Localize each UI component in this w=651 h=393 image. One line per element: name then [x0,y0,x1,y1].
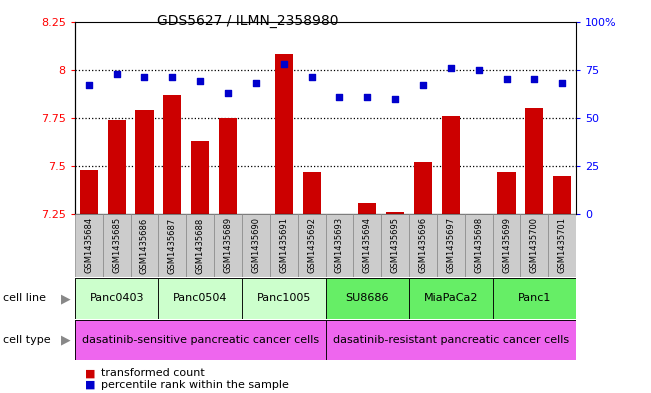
Bar [219,118,237,214]
Text: GSM1435699: GSM1435699 [502,217,511,273]
Point [501,76,512,83]
Text: GSM1435687: GSM1435687 [168,217,177,274]
Bar [75,320,326,360]
Bar [381,214,409,277]
Bar [493,214,520,277]
Point [307,74,317,81]
Text: GSM1435695: GSM1435695 [391,217,400,273]
Bar [107,120,126,214]
Point [418,82,428,88]
Point [139,74,150,81]
Bar [520,214,548,277]
Bar [298,214,326,277]
Text: GSM1435689: GSM1435689 [223,217,232,274]
Text: GSM1435698: GSM1435698 [474,217,483,274]
Text: SU8686: SU8686 [346,294,389,303]
Bar [353,214,381,277]
Bar [409,278,493,319]
Point [223,90,233,96]
Bar [414,162,432,214]
Text: GDS5627 / ILMN_2358980: GDS5627 / ILMN_2358980 [157,14,338,28]
Bar [326,214,353,277]
Bar [75,214,103,277]
Bar [158,214,186,277]
Bar [548,214,576,277]
Bar [191,141,209,214]
Text: GSM1435690: GSM1435690 [251,217,260,273]
Text: GSM1435692: GSM1435692 [307,217,316,273]
Text: transformed count: transformed count [101,368,204,378]
Point [279,61,289,67]
Bar [358,203,376,214]
Point [195,78,206,84]
Bar [442,116,460,214]
Bar [158,278,242,319]
Bar [79,170,98,214]
Bar [326,320,576,360]
Text: Panc1005: Panc1005 [256,294,311,303]
Bar [135,110,154,214]
Bar [103,214,131,277]
Point [362,94,372,100]
Bar [386,212,404,214]
Text: cell type: cell type [3,335,51,345]
Text: dasatinib-resistant pancreatic cancer cells: dasatinib-resistant pancreatic cancer ce… [333,335,569,345]
Bar [75,278,158,319]
Text: GSM1435697: GSM1435697 [447,217,455,274]
Text: GSM1435701: GSM1435701 [558,217,567,273]
Point [390,95,400,102]
Point [557,80,568,86]
Text: ■: ■ [85,368,95,378]
Text: Panc1: Panc1 [518,294,551,303]
Point [529,76,540,83]
Text: GSM1435688: GSM1435688 [196,217,204,274]
Text: GSM1435684: GSM1435684 [84,217,93,274]
Text: cell line: cell line [3,294,46,303]
Bar [163,95,182,214]
Bar [275,54,293,214]
Text: MiaPaCa2: MiaPaCa2 [424,294,478,303]
Point [111,70,122,77]
Bar [242,214,270,277]
Bar [303,172,321,214]
Point [334,94,344,100]
Bar [270,214,298,277]
Bar [553,176,572,214]
Bar [242,278,326,319]
Point [167,74,178,81]
Text: GSM1435694: GSM1435694 [363,217,372,273]
Text: ▶: ▶ [61,333,70,347]
Text: Panc0504: Panc0504 [173,294,227,303]
Bar [214,214,242,277]
Text: GSM1435691: GSM1435691 [279,217,288,273]
Text: GSM1435685: GSM1435685 [112,217,121,274]
Text: ■: ■ [85,380,95,390]
Point [251,80,261,86]
Bar [497,172,516,214]
Bar [131,214,158,277]
Text: dasatinib-sensitive pancreatic cancer cells: dasatinib-sensitive pancreatic cancer ce… [81,335,319,345]
Point [445,65,456,71]
Bar [465,214,493,277]
Bar [493,278,576,319]
Text: GSM1435696: GSM1435696 [419,217,428,274]
Text: percentile rank within the sample: percentile rank within the sample [101,380,289,390]
Bar [186,214,214,277]
Text: GSM1435693: GSM1435693 [335,217,344,274]
Text: GSM1435686: GSM1435686 [140,217,149,274]
Bar [409,214,437,277]
Text: Panc0403: Panc0403 [89,294,144,303]
Point [83,82,94,88]
Text: GSM1435700: GSM1435700 [530,217,539,273]
Bar [437,214,465,277]
Point [473,66,484,73]
Bar [525,108,544,214]
Text: ▶: ▶ [61,292,70,305]
Bar [326,278,409,319]
